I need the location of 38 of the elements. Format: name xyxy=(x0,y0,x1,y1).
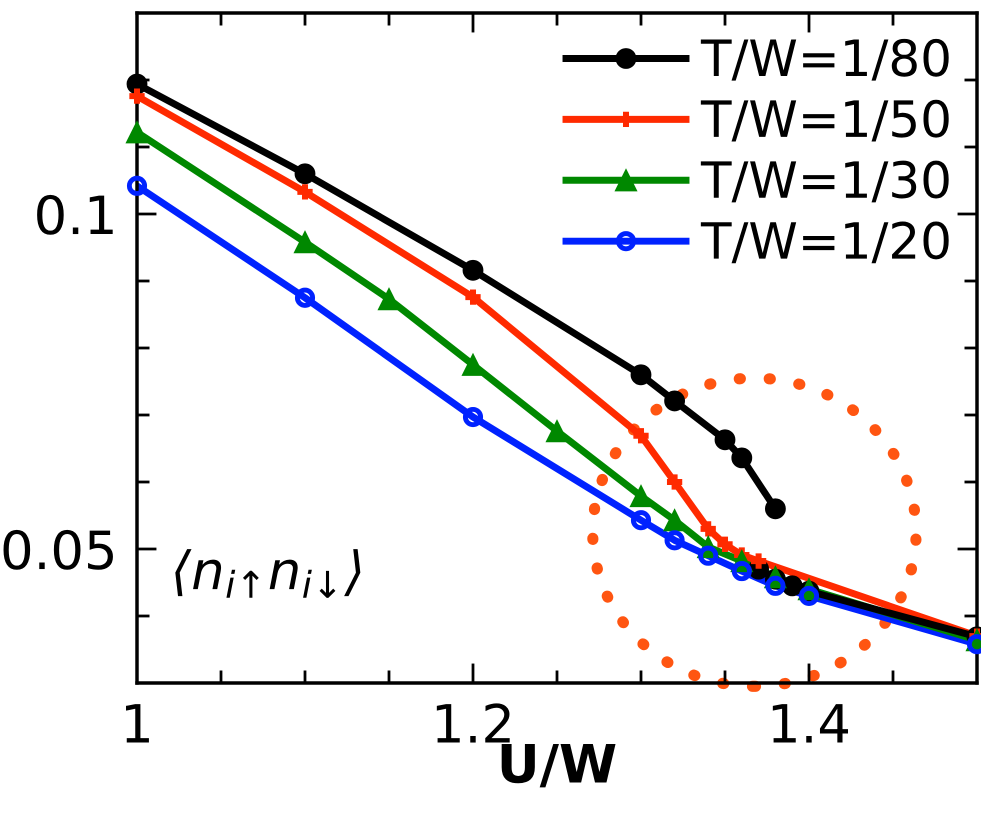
point xyxy=(732,561,752,582)
legend-label: T/W=1/20 xyxy=(700,222,949,264)
point xyxy=(294,288,316,308)
point xyxy=(630,510,652,530)
x-tick-label: 1.4 xyxy=(772,704,848,743)
point xyxy=(462,260,484,281)
point xyxy=(630,364,652,386)
point xyxy=(714,429,736,450)
legend-label: T/W=1/80 xyxy=(700,38,949,81)
point xyxy=(462,406,484,428)
y-tick-label: 0.1 xyxy=(37,194,113,235)
point xyxy=(798,586,820,606)
point xyxy=(750,553,766,569)
point xyxy=(294,163,316,184)
point xyxy=(700,521,716,537)
point xyxy=(294,231,316,254)
legend-label: T/W=1/50 xyxy=(700,100,949,142)
x-tick-label: 1 xyxy=(126,704,149,743)
point xyxy=(633,428,649,444)
point xyxy=(126,121,148,144)
point xyxy=(630,484,652,508)
point xyxy=(297,184,313,200)
point xyxy=(731,447,752,468)
point xyxy=(465,289,481,305)
y-tick-label: 0.05 xyxy=(4,530,113,570)
point xyxy=(666,474,682,490)
point xyxy=(664,390,686,412)
point xyxy=(664,530,685,550)
x-axis-title: U/W xyxy=(502,744,616,788)
point xyxy=(129,88,145,104)
point xyxy=(698,546,718,566)
point xyxy=(764,498,786,520)
point xyxy=(765,576,786,596)
annotation: ⟨n$_{i↑}$n$_{i↓}$⟩ xyxy=(175,549,360,598)
point xyxy=(126,176,148,196)
legend-label: T/W=1/30 xyxy=(700,160,949,202)
point xyxy=(717,536,733,552)
x-tick-label: 1.2 xyxy=(436,703,510,743)
